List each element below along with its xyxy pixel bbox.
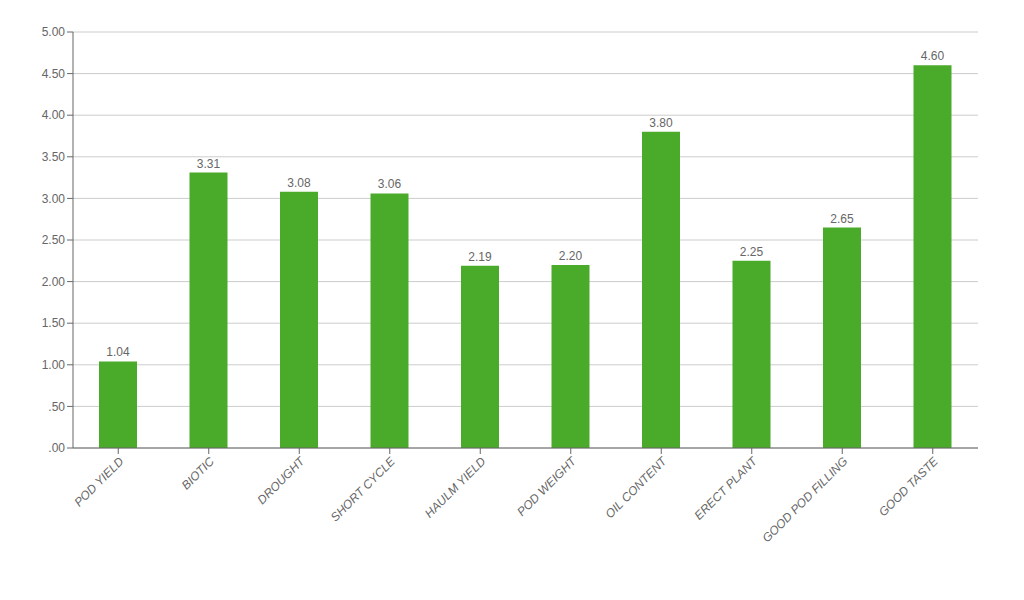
svg-text:POD WEIGHT: POD WEIGHT xyxy=(514,453,580,519)
svg-text:DROUGHT: DROUGHT xyxy=(255,453,309,507)
svg-text:4.60: 4.60 xyxy=(921,49,945,63)
svg-text:2.20: 2.20 xyxy=(559,249,583,263)
svg-text:1.04: 1.04 xyxy=(106,345,130,359)
svg-text:2.50: 2.50 xyxy=(42,233,66,247)
svg-text:3.08: 3.08 xyxy=(287,176,311,190)
svg-text:2.25: 2.25 xyxy=(740,245,764,259)
svg-text:1.00: 1.00 xyxy=(42,358,66,372)
svg-text:5.00: 5.00 xyxy=(42,25,66,39)
svg-text:3.31: 3.31 xyxy=(197,157,221,171)
svg-text:.50: .50 xyxy=(48,400,65,414)
svg-text:3.00: 3.00 xyxy=(42,192,66,206)
svg-text:2.65: 2.65 xyxy=(830,212,854,226)
svg-text:GOOD TASTE: GOOD TASTE xyxy=(876,454,942,520)
svg-text:SHORT CYCLE: SHORT CYCLE xyxy=(328,454,399,525)
svg-text:2.00: 2.00 xyxy=(42,275,66,289)
svg-text:GOOD POD FILLING: GOOD POD FILLING xyxy=(759,454,850,545)
svg-text:3.50: 3.50 xyxy=(42,150,66,164)
svg-text:POD YIELD: POD YIELD xyxy=(71,454,126,509)
svg-text:BIOTIC: BIOTIC xyxy=(179,454,217,492)
svg-text:3.80: 3.80 xyxy=(649,116,673,130)
svg-text:3.06: 3.06 xyxy=(378,177,402,191)
svg-text:2.19: 2.19 xyxy=(468,250,492,264)
svg-text:4.00: 4.00 xyxy=(42,108,66,122)
svg-text:4.50: 4.50 xyxy=(42,67,66,81)
svg-text:.00: .00 xyxy=(48,441,65,455)
svg-text:HAULM YIELD: HAULM YIELD xyxy=(422,454,489,521)
svg-text:ERECT PLANT: ERECT PLANT xyxy=(692,453,762,523)
svg-text:1.50: 1.50 xyxy=(42,316,66,330)
svg-text:OIL CONTENT: OIL CONTENT xyxy=(603,453,671,521)
